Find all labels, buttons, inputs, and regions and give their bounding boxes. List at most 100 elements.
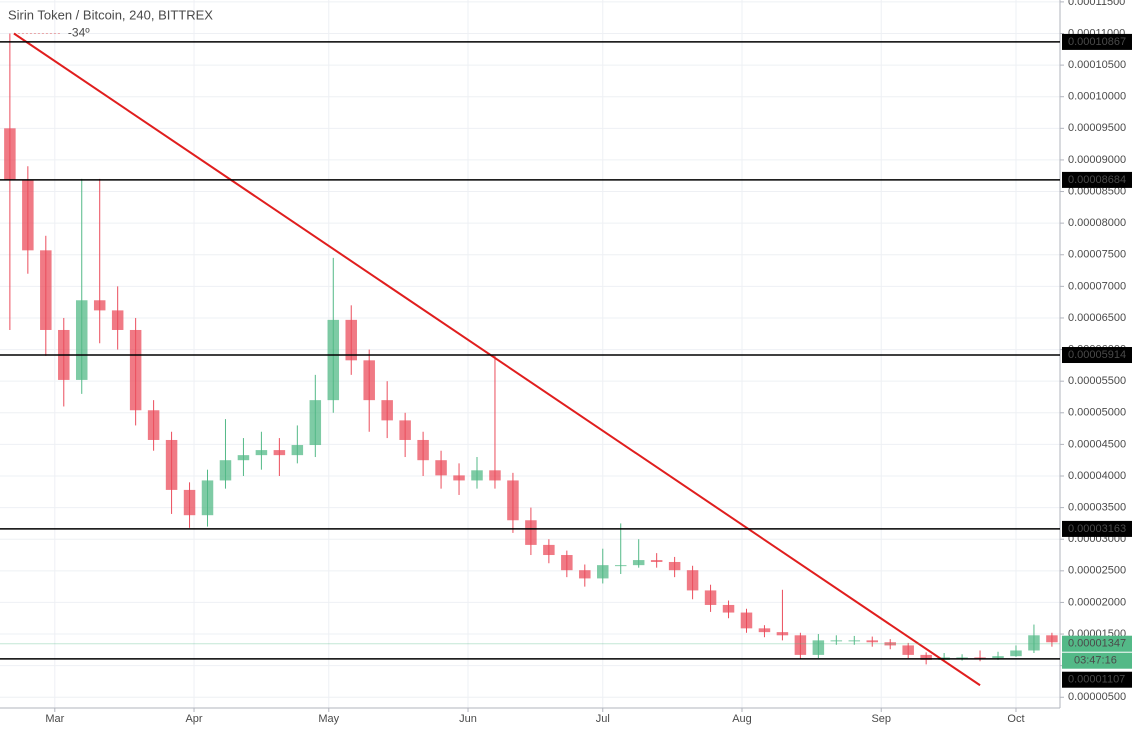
level-label: 0.00010867	[1068, 36, 1126, 48]
chart-title: Sirin Token / Bitcoin, 240, BITTREX	[8, 7, 213, 22]
candle-body	[147, 410, 160, 440]
candle-body	[273, 450, 286, 456]
y-tick-label: 0.00002000	[1068, 596, 1126, 608]
candle-body	[93, 300, 106, 311]
y-tick-label: 0.00011500	[1068, 0, 1125, 8]
y-tick-label: 0.00008000	[1068, 217, 1126, 229]
y-tick-label: 0.00010500	[1068, 59, 1126, 71]
candle-body	[614, 565, 627, 567]
last-price-box	[1062, 635, 1132, 652]
level-box	[1062, 520, 1132, 537]
level-label: 0.00008684	[1068, 174, 1126, 186]
level-box	[1062, 33, 1132, 50]
level-box	[1062, 347, 1132, 364]
candle-body	[309, 400, 322, 446]
x-tick-label: Jun	[459, 713, 477, 725]
candle-body	[255, 450, 268, 456]
candle-body	[686, 570, 699, 591]
candle-body	[183, 489, 196, 516]
candle-body	[165, 439, 178, 490]
y-tick-label: 0.00002500	[1068, 565, 1126, 577]
candle-body	[417, 439, 429, 461]
plot-area	[4, 33, 1058, 665]
x-tick-label: Jul	[596, 713, 610, 725]
countdown-label: 03:47:16	[1074, 655, 1117, 667]
candle-body	[812, 640, 825, 655]
candle-body	[4, 128, 16, 181]
candle-body	[489, 470, 501, 481]
y-tick-label: 0.00007000	[1068, 280, 1126, 292]
candle-body	[740, 612, 753, 629]
candle-body	[561, 555, 573, 571]
candle-body	[956, 657, 968, 659]
level-label: 0.00001107	[1068, 674, 1125, 686]
x-tick-label: Apr	[185, 713, 202, 725]
candle-body	[794, 635, 807, 655]
x-tick-label: Oct	[1007, 713, 1024, 725]
candle-body	[111, 310, 124, 330]
candle-body	[345, 319, 357, 361]
y-tick-label: 0.00005000	[1068, 407, 1126, 419]
y-tick-label: 0.00004000	[1068, 470, 1126, 482]
candle-body	[848, 640, 861, 642]
candle-body	[579, 570, 591, 579]
candle-body	[884, 642, 896, 646]
candle-body	[291, 445, 304, 456]
overlay: -34º 0.00001347 03:47:16 0.00010867 0.000086…	[0, 26, 1132, 688]
candle-body	[75, 300, 88, 380]
y-tick-label: 0.00009000	[1068, 154, 1126, 166]
candle-body	[327, 319, 340, 401]
candle-body	[902, 645, 914, 655]
candle-body	[507, 480, 519, 521]
candle-body	[22, 180, 34, 251]
countdown-box	[1062, 652, 1132, 669]
candle-body	[776, 632, 789, 636]
candle-body	[650, 560, 663, 562]
level-box	[1062, 671, 1132, 688]
level-label: 0.00003163	[1068, 523, 1126, 535]
last-price-label: 0.00001347	[1068, 638, 1126, 650]
y-tick-label: 0.00008500	[1068, 185, 1126, 197]
angle-label: -34º	[68, 26, 90, 40]
candle-body	[381, 400, 393, 421]
candle-body	[201, 480, 214, 516]
level-label: 0.00005914	[1068, 349, 1126, 361]
y-tick-label: 0.00000500	[1068, 691, 1126, 703]
level-box	[1062, 171, 1132, 188]
grid	[0, 0, 1060, 708]
candle-body	[1028, 635, 1040, 651]
candle-body	[471, 470, 483, 481]
candle-body	[704, 590, 717, 605]
x-tick-label: May	[318, 713, 339, 725]
y-tick-label: 0.00009500	[1068, 122, 1126, 134]
candle-body	[830, 640, 843, 642]
candle-body	[920, 654, 932, 660]
candle-body	[453, 475, 465, 481]
y-tick-label: 0.00007500	[1068, 249, 1126, 261]
candle-body	[632, 560, 645, 566]
candle-body	[525, 520, 537, 545]
candle-body	[399, 420, 411, 440]
y-tick-label: 0.00005500	[1068, 375, 1126, 387]
y-tick-label: 0.00003500	[1068, 502, 1126, 514]
candle-body	[722, 604, 735, 613]
candle-body	[435, 460, 447, 476]
candle-body	[363, 360, 375, 401]
candle-body	[992, 656, 1004, 659]
candle-body	[1046, 635, 1058, 643]
candle-body	[219, 460, 232, 481]
candle-body	[668, 561, 681, 571]
y-tick-label: 0.00010000	[1068, 91, 1126, 103]
x-tick-label: Sep	[871, 713, 891, 725]
candle-body	[866, 640, 879, 643]
y-tick-label: 0.00006500	[1068, 312, 1126, 324]
trend-line	[13, 32, 981, 687]
x-tick-label: Mar	[45, 713, 64, 725]
candle-body	[129, 329, 142, 411]
candle-body	[758, 628, 771, 633]
candle-body	[543, 544, 555, 556]
candle-body	[40, 250, 52, 330]
candle-body	[1010, 650, 1022, 657]
candle-body	[237, 455, 250, 461]
